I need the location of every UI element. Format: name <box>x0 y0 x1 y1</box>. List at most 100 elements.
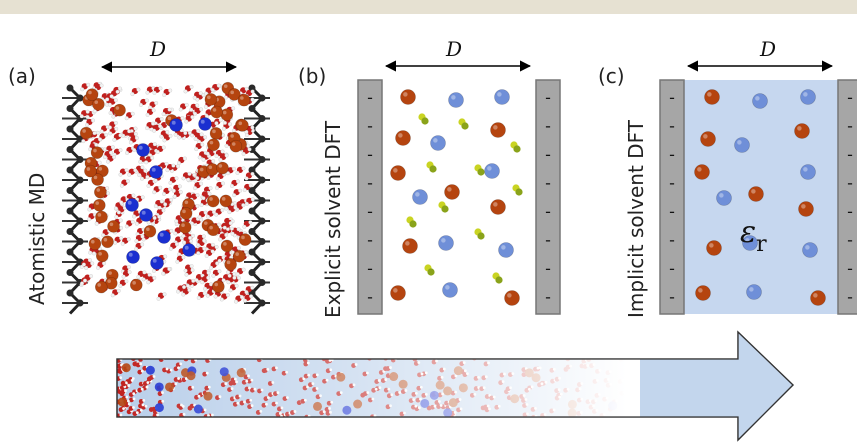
water-hydrogen <box>118 172 123 177</box>
water-hydrogen <box>227 273 232 278</box>
water-hydrogen <box>181 255 186 260</box>
wall-atom <box>258 115 266 122</box>
water-hydrogen <box>224 206 229 211</box>
md-cation <box>92 198 106 212</box>
water-hydrogen <box>80 281 84 286</box>
md-cation <box>88 237 102 251</box>
electrode-charge-sign: - <box>545 259 551 278</box>
water-hydrogen <box>242 188 247 192</box>
water-hydrogen <box>147 272 152 277</box>
water-hydrogen <box>145 112 150 117</box>
water-hydrogen <box>236 245 241 250</box>
water-hydrogen <box>113 206 118 211</box>
md-cation-highlight <box>132 281 136 285</box>
md-cation-highlight <box>87 159 91 163</box>
cation <box>400 89 416 105</box>
solvent-dipole-end <box>477 232 485 240</box>
water-hydrogen <box>220 149 225 154</box>
water-hydrogen <box>216 83 221 88</box>
md-cation <box>95 210 108 224</box>
water-hydrogen <box>206 275 211 280</box>
water-hydrogen <box>174 219 179 224</box>
water-hydrogen <box>244 201 249 206</box>
water-hydrogen <box>79 114 84 119</box>
cation <box>748 186 764 202</box>
panel-c-left-electrode <box>659 79 685 315</box>
wall-atom <box>258 279 266 286</box>
cation <box>490 122 506 138</box>
md-cation-highlight <box>241 235 245 240</box>
water-hydrogen <box>182 285 186 289</box>
water-hydrogen <box>118 283 123 288</box>
water-hydrogen <box>244 176 249 181</box>
wall-atom <box>66 248 74 256</box>
water-hydrogen <box>250 125 255 130</box>
water-hydrogen <box>92 131 97 136</box>
water-hydrogen <box>189 221 194 226</box>
water-hydrogen <box>171 188 176 193</box>
water-hydrogen <box>159 117 164 121</box>
water-hydrogen <box>183 89 188 94</box>
md-cation-highlight <box>199 167 204 172</box>
water-hydrogen <box>110 293 115 298</box>
anion-highlight <box>749 287 754 292</box>
water-hydrogen <box>118 148 123 153</box>
water-hydrogen <box>103 155 107 160</box>
water-hydrogen <box>210 242 215 247</box>
anion <box>484 163 500 179</box>
water-hydrogen <box>177 184 182 189</box>
water-hydrogen <box>134 246 139 251</box>
water-hydrogen <box>224 153 229 158</box>
md-cation-highlight <box>98 166 103 171</box>
water-hydrogen <box>197 155 202 160</box>
water-hydrogen <box>119 183 124 188</box>
water-hydrogen <box>199 181 203 186</box>
electrode-charge-sign: - <box>847 231 853 250</box>
water-hydrogen <box>124 116 129 121</box>
water-hydrogen <box>131 193 136 198</box>
water-hydrogen <box>196 243 201 247</box>
water-hydrogen <box>180 116 185 121</box>
anion <box>494 89 510 105</box>
cation <box>504 290 520 306</box>
water-hydrogen <box>181 292 186 297</box>
water-hydrogen <box>168 180 173 185</box>
wall-atom <box>258 197 266 204</box>
wall-atom <box>248 187 256 194</box>
water-hydrogen <box>168 187 172 192</box>
water-hydrogen <box>114 126 119 131</box>
electrode-charge-sign: - <box>367 259 373 278</box>
water-hydrogen <box>241 166 246 171</box>
panel-b-letter: (b) <box>298 64 326 88</box>
water-hydrogen <box>218 118 223 123</box>
water-hydrogen <box>202 238 207 243</box>
panel-a: (a) Atomistic MD D <box>8 37 270 315</box>
anion <box>752 93 768 109</box>
water-hydrogen <box>134 136 139 140</box>
water-hydrogen <box>109 150 113 155</box>
water-hydrogen <box>133 168 138 173</box>
panel-b-left-electrode <box>357 79 383 315</box>
water-hydrogen <box>182 240 187 245</box>
water-hydrogen <box>124 279 129 284</box>
water-hydrogen <box>233 299 238 304</box>
wall-atom <box>76 94 84 102</box>
md-cation <box>206 223 220 237</box>
md-cation <box>220 239 234 253</box>
anion <box>800 164 816 180</box>
panel-c: (c) Implicit solvent DFT D -------------… <box>598 37 857 318</box>
water-hydrogen <box>142 270 147 275</box>
water-hydrogen <box>247 147 252 152</box>
water-hydrogen <box>190 233 195 238</box>
water-hydrogen <box>152 90 157 95</box>
water-hydrogen <box>185 283 190 288</box>
water-hydrogen <box>193 111 198 116</box>
anion <box>802 242 818 258</box>
md-cation <box>94 185 107 199</box>
wall-atom <box>76 176 84 184</box>
electrode-charge-sign: - <box>545 88 551 107</box>
water-hydrogen <box>187 288 192 293</box>
water-hydrogen <box>125 179 130 184</box>
md-cation-highlight <box>95 201 99 205</box>
